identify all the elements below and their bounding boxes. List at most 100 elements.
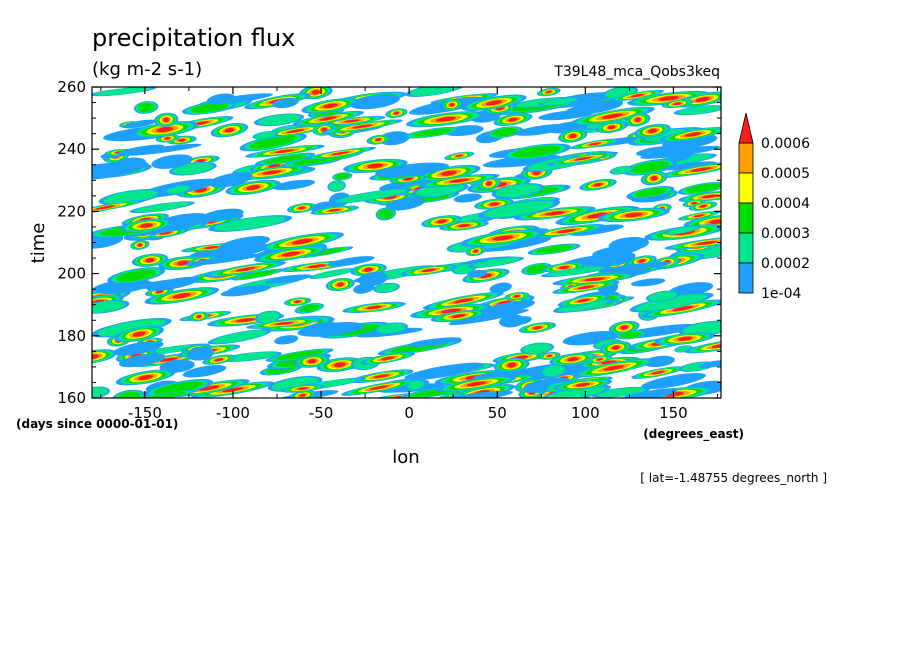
precip-contour xyxy=(557,299,609,312)
precip-cell xyxy=(549,352,597,366)
precip-contour xyxy=(601,113,623,119)
precip-contour xyxy=(648,291,678,302)
precip-cell xyxy=(460,229,546,247)
precip-cell xyxy=(327,256,375,267)
precip-cell xyxy=(385,108,408,118)
precip-cell xyxy=(553,378,612,391)
precip-cell xyxy=(654,332,716,346)
precip-cell xyxy=(514,123,569,136)
precip-cell xyxy=(92,199,146,216)
x-tick-label: 0 xyxy=(404,404,414,422)
precip-cell xyxy=(407,337,462,347)
precip-cell xyxy=(206,93,273,105)
precip-contour xyxy=(281,251,301,257)
precip-cell xyxy=(677,210,721,221)
precip-cell xyxy=(609,165,634,175)
precip-contour xyxy=(467,269,488,278)
precip-contour xyxy=(291,238,313,245)
precip-cell xyxy=(329,188,413,204)
precip-cell xyxy=(513,206,596,221)
precip-cell xyxy=(553,298,614,314)
precip-contour xyxy=(116,144,165,156)
precip-contour xyxy=(186,346,215,361)
precip-cell xyxy=(272,97,299,109)
precip-contour xyxy=(358,271,388,287)
precip-cell xyxy=(678,320,721,337)
precip-contour xyxy=(471,257,520,268)
colorbar-label: 0.0004 xyxy=(761,196,810,212)
precip-contour xyxy=(685,183,721,193)
precip-cell xyxy=(547,151,619,166)
precip-contour xyxy=(214,358,224,362)
precip-cell xyxy=(350,94,400,110)
precip-contour xyxy=(156,126,174,133)
precip-contour xyxy=(375,138,382,142)
precip-contour xyxy=(611,345,620,350)
precip-cell xyxy=(698,360,721,369)
precip-contour xyxy=(159,357,178,362)
precip-cell xyxy=(143,379,214,398)
precip-contour xyxy=(257,114,301,126)
precip-cell xyxy=(659,161,721,178)
precip-cell xyxy=(521,262,552,276)
precip-cell xyxy=(448,309,529,326)
precip-contour xyxy=(611,166,632,175)
precip-contour xyxy=(449,102,455,107)
precip-contour xyxy=(595,387,646,397)
precip-contour xyxy=(134,202,190,213)
precip-contour xyxy=(272,97,299,109)
precip-cell xyxy=(254,245,328,263)
precip-cell xyxy=(410,303,492,319)
precip-contour xyxy=(638,259,646,263)
precip-contour xyxy=(212,330,267,344)
precip-contour xyxy=(350,94,400,110)
precip-contour xyxy=(327,256,375,267)
precip-cell xyxy=(325,277,355,292)
precip-contour xyxy=(97,319,166,337)
precip-cell xyxy=(641,299,721,318)
precip-cell xyxy=(430,309,487,323)
precip-cell xyxy=(587,355,612,364)
precip-contour xyxy=(164,137,171,140)
precip-contour xyxy=(190,103,229,113)
precip-contour xyxy=(544,211,565,216)
precip-cell xyxy=(453,193,482,203)
precip-cell xyxy=(631,366,685,379)
precip-contour xyxy=(272,179,316,191)
precip-contour xyxy=(453,298,474,304)
precip-contour xyxy=(569,224,624,236)
precip-contour xyxy=(624,212,643,218)
precip-contour xyxy=(93,87,152,96)
precip-cell xyxy=(133,101,159,114)
precip-contour xyxy=(336,282,344,287)
y-tick-label: 260 xyxy=(57,78,86,96)
precip-contour xyxy=(199,208,244,222)
precip-cell xyxy=(245,144,325,158)
x-tick-label: 50 xyxy=(488,404,507,422)
precip-contour xyxy=(435,116,456,122)
precip-cell xyxy=(467,269,488,278)
precip-cell xyxy=(435,390,514,398)
precip-contour xyxy=(495,184,540,198)
precip-contour xyxy=(199,385,220,391)
precip-contour xyxy=(577,298,591,303)
x-tick-label: -50 xyxy=(309,404,334,422)
x-tick-label: 100 xyxy=(571,404,600,422)
precip-contour xyxy=(263,154,307,164)
precip-cell xyxy=(629,292,714,313)
precip-contour xyxy=(118,353,166,368)
precip-cell xyxy=(341,379,418,396)
precip-cell xyxy=(304,146,377,160)
precip-contour xyxy=(492,235,514,241)
precip-cell xyxy=(677,181,721,195)
precip-contour xyxy=(673,102,682,106)
precip-contour xyxy=(451,314,466,318)
precip-contour xyxy=(217,235,270,252)
precip-cell xyxy=(220,285,272,297)
precip-contour xyxy=(196,314,202,319)
precip-cell xyxy=(199,208,244,222)
precip-cell xyxy=(483,300,535,315)
precip-contour xyxy=(512,145,561,158)
precip-contour xyxy=(593,182,603,187)
precip-contour xyxy=(334,362,346,368)
